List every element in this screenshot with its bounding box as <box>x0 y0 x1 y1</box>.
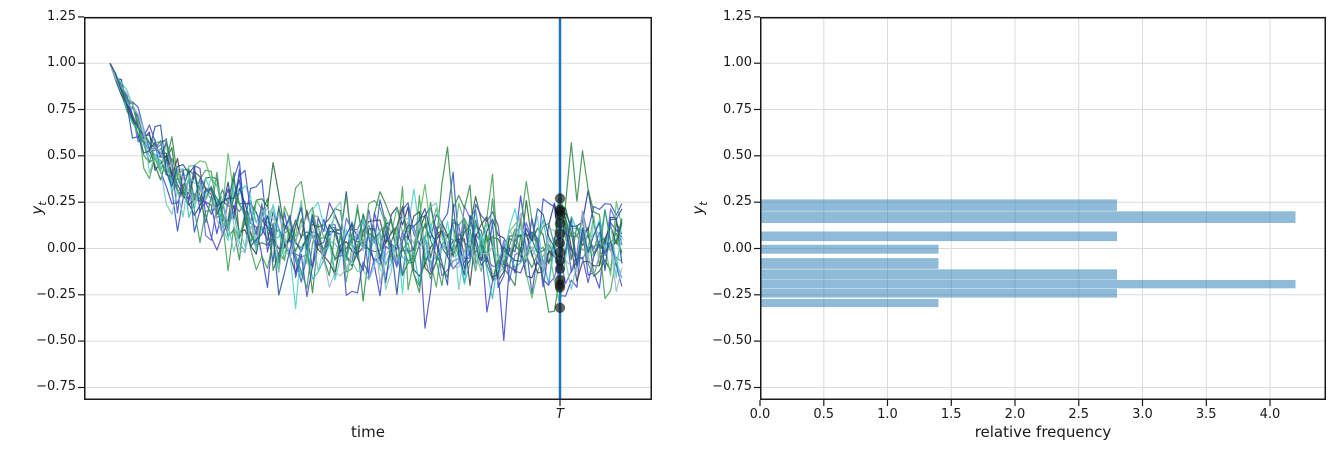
right-xtick-label: 2.5 <box>1068 407 1090 422</box>
trajectory-line <box>109 62 623 313</box>
left-ytick-label: 0.50 <box>47 147 76 163</box>
histogram-bar <box>760 244 939 254</box>
right-ytick-label: 1.00 <box>723 55 752 71</box>
right-ytick-label: −0.75 <box>712 379 752 395</box>
left-ytick-label: −0.25 <box>36 286 76 302</box>
trajectory-line <box>109 62 623 291</box>
left-xtick-label-T: T <box>556 407 564 422</box>
right-xtick-label: 4.0 <box>1259 407 1281 422</box>
right-ytick-label: 1.25 <box>723 8 752 24</box>
left-ytick-label: −0.50 <box>36 332 76 348</box>
right-xtick-label: 1.0 <box>877 407 898 422</box>
left-ytick-label: 0.00 <box>47 240 76 256</box>
axes-spines <box>84 17 652 400</box>
histogram-bar <box>760 199 1117 211</box>
left-ytick-label: 0.25 <box>47 194 76 210</box>
right-plot-canvas <box>754 16 1326 406</box>
scatter-dot <box>554 228 566 239</box>
right-xtick-label: 3.5 <box>1195 407 1217 422</box>
right-ytick-label: −0.25 <box>712 286 752 302</box>
scatter-dot <box>554 237 566 249</box>
trajectory-line <box>109 62 623 329</box>
scatter-dot <box>554 302 566 314</box>
left-x-axis-label: time <box>351 423 385 441</box>
right-xtick-label: 1.5 <box>940 407 962 422</box>
axes-spines <box>760 17 1326 400</box>
right-xtick-label: 2.0 <box>1004 407 1026 422</box>
trajectory-line <box>109 62 623 296</box>
right-xtick-label: 3.0 <box>1132 407 1153 422</box>
left-ytick-label: 1.00 <box>47 55 76 71</box>
scatter-dot <box>554 193 566 204</box>
left-ytick-label: 0.75 <box>47 101 76 117</box>
scatter-dot <box>554 263 566 275</box>
right-plot <box>754 16 1326 406</box>
right-ytick-label: 0.00 <box>723 240 752 256</box>
right-xtick-label: 0.0 <box>749 407 771 422</box>
left-ytick-label: −0.75 <box>36 379 76 395</box>
histogram-bar <box>760 288 1117 298</box>
scatter-dot <box>554 282 566 293</box>
left-plot <box>78 16 652 406</box>
right-xtick-label: 0.5 <box>813 407 835 422</box>
histogram-bar <box>760 280 1296 289</box>
histogram-bar <box>760 269 1117 280</box>
right-ytick-label: 0.75 <box>723 101 752 117</box>
histogram-bar <box>760 211 1296 223</box>
right-ytick-label: 0.50 <box>723 147 752 163</box>
trajectory-line <box>109 62 623 293</box>
histogram-bar <box>760 258 939 269</box>
left-plot-canvas <box>78 16 652 406</box>
left-ytick-label: 1.25 <box>47 8 76 24</box>
histogram-bar <box>760 231 1117 242</box>
trajectory-line <box>109 62 623 310</box>
right-ytick-label: 0.25 <box>723 194 752 210</box>
scatter-dot <box>554 218 566 229</box>
histogram-bar <box>760 298 939 308</box>
right-ytick-label: −0.50 <box>712 332 752 348</box>
right-x-axis-label: relative frequency <box>974 423 1112 441</box>
